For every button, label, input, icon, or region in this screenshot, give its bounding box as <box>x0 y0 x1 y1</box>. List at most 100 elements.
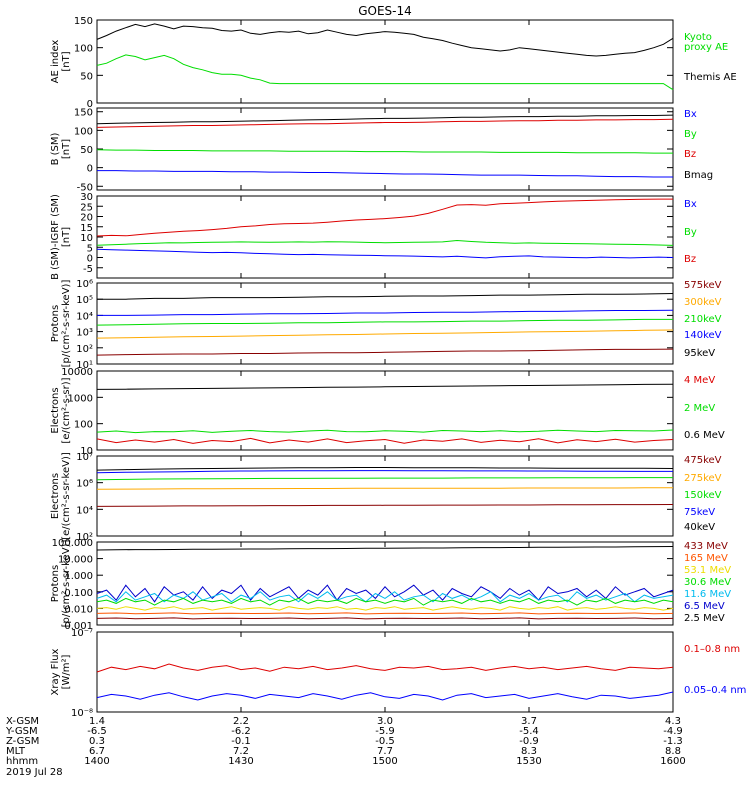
panel-protons2: 0.001 0.010 0.100 1.000 10.000 100.000 Protons… <box>50 538 731 632</box>
legend-label: By <box>684 227 697 238</box>
y-tick-label: 0.100 <box>64 588 93 599</box>
x-tick-label: -0.5 <box>375 736 395 747</box>
x-tick-label: 7.2 <box>233 746 249 757</box>
y-axis-title: AE index <box>50 40 61 84</box>
legend-label: 0.1–0.8 nm <box>684 644 740 655</box>
y-tick-label: 100 <box>74 126 93 137</box>
y-axis-title: Xray Flux <box>50 648 61 695</box>
x-tick-label: 1500 <box>372 756 397 767</box>
y-tick-label: 0.001 <box>64 621 93 632</box>
x-row-label: X-GSM <box>6 716 39 727</box>
series-line <box>96 348 674 356</box>
legend-label: 475keV <box>684 455 722 466</box>
x-row-label: Y-GSM <box>5 726 38 737</box>
y-axis-title: [e/(cm²-s-sr)] <box>61 377 72 443</box>
x-tick-label: 1600 <box>660 756 685 767</box>
legend-label: 140keV <box>684 330 722 341</box>
series-line <box>97 170 673 178</box>
x-tick-label: 1.4 <box>89 716 105 727</box>
legend-label: 0.05–0.4 nm <box>684 685 746 696</box>
y-tick-label: -50 <box>77 182 93 193</box>
legend-label: 6.5 MeV <box>684 601 725 612</box>
chart-title: GOES-14 <box>358 4 412 18</box>
y-tick-label: 10000 <box>61 367 93 378</box>
series-line <box>96 467 674 471</box>
x-row-label: hhmm <box>6 756 38 767</box>
y-axis-title: [e/(cm²-s-sr-keV)] <box>61 452 72 540</box>
y-tick-label: 25 <box>80 202 93 213</box>
series-line <box>96 54 674 91</box>
legend-label: 433 MeV <box>684 541 728 552</box>
y-axis-title: [p/(cm²-s-sr-keV)] <box>61 540 72 628</box>
legend-label: 150keV <box>684 490 722 501</box>
y-tick-label: 50 <box>80 145 93 156</box>
legend-label: 0.6 MeV <box>684 430 725 441</box>
legend-label: 165 MeV <box>684 553 728 564</box>
legend-label: 275keV <box>684 473 722 484</box>
legend-label: Bx <box>684 199 697 210</box>
y-tick-label: 10 <box>80 446 93 457</box>
y-axis-title: [nT] <box>61 227 72 247</box>
y-tick-label: 15 <box>80 223 93 234</box>
legend-label: Bmag <box>684 170 713 181</box>
panel-frame <box>96 195 674 279</box>
series-line <box>96 591 674 603</box>
x-tick-label: -6.2 <box>231 726 251 737</box>
y-tick-label: -5 <box>83 264 93 275</box>
y-tick-label: 100.000 <box>52 538 93 549</box>
legend-label: Bx <box>684 109 697 120</box>
legend-label: Bz <box>684 254 696 265</box>
legend-label: 2.5 MeV <box>684 613 725 624</box>
series-line <box>96 239 674 246</box>
x-tick-label: -1.3 <box>663 736 683 747</box>
series-line <box>96 597 674 606</box>
series-line <box>96 612 674 615</box>
series-line <box>96 617 674 620</box>
y-tick-label: 10⁶ <box>76 279 93 290</box>
x-row-label: Z-GSM <box>6 736 39 747</box>
y-tick-label: 50 <box>80 71 93 82</box>
legend-label: 2 MeV <box>684 403 715 414</box>
y-tick-label: 10.000 <box>58 555 93 566</box>
y-tick-label: 10⁷ <box>76 452 93 463</box>
legend-label: 75keV <box>684 507 715 518</box>
legend-label: 40keV <box>684 522 715 533</box>
x-tick-label: 3.0 <box>377 716 393 727</box>
y-axis-title: [nT] <box>61 51 72 71</box>
series-line <box>96 691 674 701</box>
y-tick-label: 0 <box>87 254 93 265</box>
y-tick-label: 100 <box>74 420 93 431</box>
series-line <box>96 198 673 237</box>
legend-label: Kyoto <box>684 32 712 43</box>
x-tick-label: 1430 <box>228 756 253 767</box>
y-tick-label: 150 <box>74 108 93 119</box>
legend-label: Themis AE <box>683 72 737 83</box>
y-tick-label: 1000 <box>68 393 93 404</box>
y-tick-label: 20 <box>80 213 93 224</box>
y-tick-label: 10 <box>80 233 93 244</box>
x-tick-label: 7.7 <box>377 746 393 757</box>
x-tick-label: 8.8 <box>665 746 681 757</box>
x-tick-label: -6.5 <box>87 726 107 737</box>
series-line <box>96 470 673 474</box>
y-tick-label: 100 <box>74 44 93 55</box>
y-tick-label: 10⁵ <box>76 295 93 306</box>
x-tick-label: -0.9 <box>519 736 539 747</box>
series-line <box>96 23 674 57</box>
series-line <box>96 477 673 481</box>
x-tick-label: 4.3 <box>665 716 681 727</box>
series-line <box>96 329 674 339</box>
y-tick-label: 10² <box>76 344 93 355</box>
panel-protons1: 10¹ 10² 10³ 10⁴ 10⁵ 10⁶ Protons [p/(cm²-s-sr-ke… <box>50 279 722 371</box>
legend-label: 53.1 MeV <box>684 565 731 576</box>
panel-frame <box>96 631 674 713</box>
series-line <box>96 429 674 434</box>
legend-label: 11.6 MeV <box>684 589 731 600</box>
date-label: 2019 Jul 28 <box>6 767 63 778</box>
legend-label: 575keV <box>684 280 722 291</box>
